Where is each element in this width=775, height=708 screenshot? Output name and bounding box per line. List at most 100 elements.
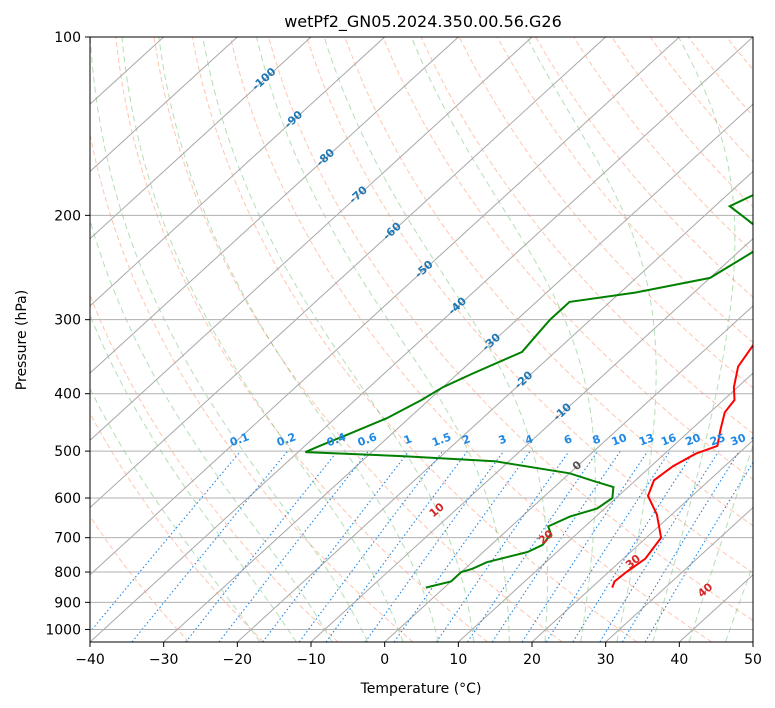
- mixing-ratio-line: [572, 450, 695, 642]
- mixing-ratio-label: 0.6: [356, 430, 379, 449]
- y-tick-label: 400: [54, 387, 81, 403]
- mixing-ratio-label: 1: [402, 432, 414, 447]
- mixing-ratio-line: [435, 450, 570, 642]
- mixing-ratio-label: 16: [659, 431, 678, 449]
- dry-adiabat-line: [765, 37, 775, 642]
- moist-adiabat-line: [121, 37, 404, 642]
- isotherm-label: -100: [249, 65, 278, 93]
- isotherms: [90, 37, 753, 642]
- mixing-ratio-line: [467, 450, 599, 642]
- y-tick-label: 200: [54, 208, 81, 224]
- mixing-ratio-label: 6: [562, 432, 574, 447]
- x-tick-label: 30: [597, 652, 615, 668]
- mixing-ratio-line: [521, 450, 649, 642]
- mixing-ratio-label: 4: [523, 432, 535, 447]
- profile-series: [304, 194, 753, 589]
- moist-adiabat-line: [90, 37, 369, 642]
- x-axis-ticks: −40 −30 −20 −10 0 10 20 30 40 50: [75, 642, 762, 668]
- moist-adiabat-line: [90, 313, 297, 642]
- mixing-ratio-label: 20: [684, 431, 703, 449]
- y-axis-ticks: 100 200 300 400 500 600 700 800 900 1000: [45, 30, 90, 638]
- mixing-ratio-line: [298, 450, 444, 642]
- dewpoint-profile-line: [304, 194, 753, 589]
- isotherm-line: [310, 237, 753, 642]
- mixing-ratio-line: [393, 450, 531, 642]
- x-axis-label: Temperature (°C): [360, 681, 482, 697]
- mixing-ratio-label: 36: [749, 431, 768, 449]
- mixing-ratio-label: 30: [729, 431, 748, 449]
- dry-adiabat-line: [496, 37, 753, 344]
- y-tick-label: 800: [54, 565, 81, 581]
- dry-adiabat-line: [90, 412, 264, 642]
- isotherm-line: [90, 37, 607, 509]
- mixing-ratio-line: [364, 450, 505, 642]
- mixing-ratio-line: [325, 450, 468, 642]
- mixing-ratio-line: [131, 450, 289, 642]
- mixing-ratio-lines: [90, 450, 753, 642]
- x-tick-label: −20: [223, 652, 253, 668]
- chart-title: wetPf2_GN05.2024.350.00.56.G26: [284, 12, 562, 32]
- mixing-ratio-line: [599, 450, 720, 642]
- moist-adiabat-line: [652, 37, 736, 642]
- isotherm-line: [605, 506, 753, 642]
- dry-adiabat-line: [611, 37, 753, 208]
- isotherm-line: [236, 170, 753, 642]
- moist-adiabat-line: [725, 563, 753, 642]
- moist-adiabat-line: [158, 37, 439, 642]
- dry-adiabat-line: [382, 37, 753, 481]
- plot-frame: [89, 36, 754, 643]
- moist-adiabat-line: [411, 37, 596, 642]
- isotherm-line: [90, 37, 312, 240]
- y-tick-label: 100: [54, 30, 81, 46]
- dry-adiabat-line: [726, 37, 753, 71]
- temperature-profile-line: [611, 343, 753, 588]
- isotherm-line: [384, 305, 753, 642]
- isotherm-line: [163, 103, 753, 642]
- moist-adiabat-line: [323, 37, 548, 642]
- mixing-ratio-label: 10: [610, 431, 629, 449]
- moist-adiabat-label: 20: [536, 527, 556, 547]
- mixing-ratio-line: [90, 450, 242, 633]
- isotherm-line: [90, 37, 680, 576]
- line-labels: -100-90-80-70-60-50-40-30-20-1000.1 0.2 0.…: [228, 65, 768, 600]
- dry-adiabat-line: [649, 37, 753, 163]
- y-axis-label: Pressure (hPa): [14, 290, 30, 390]
- moist-adiabat-line: [90, 218, 333, 642]
- y-tick-label: 700: [54, 531, 81, 547]
- mixing-ratio-label: 25: [708, 431, 727, 448]
- moist-adiabat-line: [90, 387, 261, 642]
- x-tick-label: 50: [744, 652, 762, 668]
- mixing-ratio-label: 8: [591, 432, 603, 447]
- moist-adiabat-label: 30: [623, 552, 643, 572]
- dry-adiabat-line: [90, 131, 414, 642]
- mixing-ratio-line: [621, 450, 740, 642]
- x-tick-label: −30: [149, 652, 179, 668]
- mixing-ratio-label: 3: [497, 432, 509, 447]
- isotherm-line: [90, 37, 753, 642]
- dry-adiabat-line: [229, 37, 712, 642]
- mixing-ratio-label: 0.1: [228, 430, 251, 449]
- y-tick-label: 300: [54, 313, 81, 329]
- x-tick-label: 20: [523, 652, 541, 668]
- isotherm-line: [457, 372, 753, 642]
- dry-adiabat-line: [535, 37, 753, 298]
- isotherm-line: [90, 37, 533, 442]
- isotherm-line: [752, 641, 753, 642]
- moist-adiabat-line: [688, 443, 753, 642]
- x-tick-label: 0: [380, 652, 389, 668]
- dry-adiabat-line: [306, 37, 753, 574]
- x-tick-label: −10: [296, 652, 326, 668]
- mixing-ratio-line: [491, 450, 621, 642]
- isotherm-line: [90, 37, 238, 173]
- dry-adiabat-line: [573, 37, 753, 253]
- isotherm-line: [90, 37, 459, 374]
- x-tick-label: −40: [75, 652, 105, 668]
- moist-adiabat-label: 10: [427, 500, 447, 520]
- y-tick-label: 1000: [45, 622, 81, 638]
- moist-adiabats: [90, 37, 753, 642]
- isotherm-line: [531, 439, 753, 642]
- moist-adiabat-line: [202, 37, 475, 642]
- mixing-ratio-label: 0.2: [275, 430, 298, 449]
- dry-adiabat-line: [687, 37, 753, 117]
